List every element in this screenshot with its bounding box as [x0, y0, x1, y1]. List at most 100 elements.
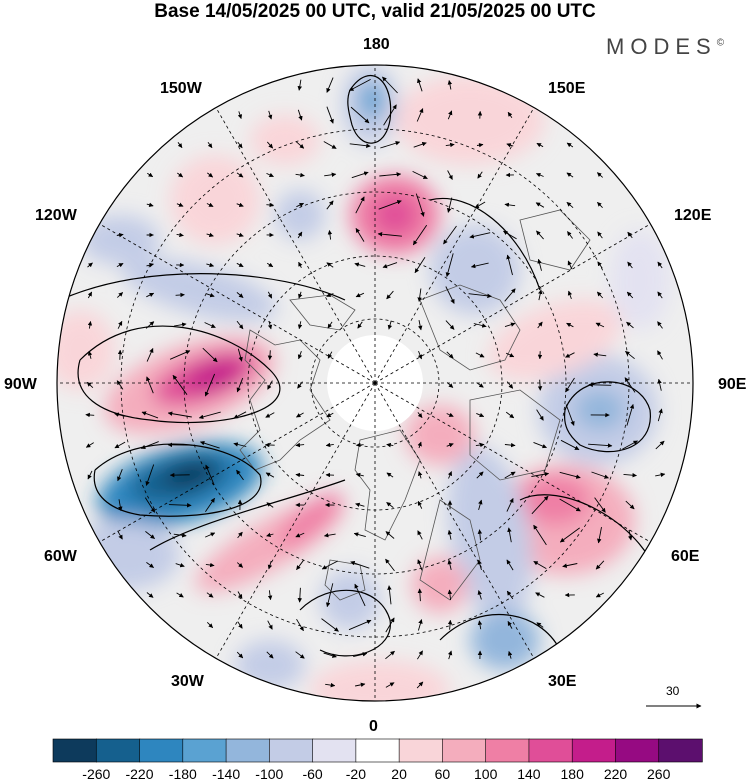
- lon-label-60e: 60E: [671, 548, 700, 565]
- wind-arrow: [473, 323, 487, 328]
- wind-arrow: [116, 232, 124, 238]
- wind-arrow: [207, 141, 213, 149]
- wind-arrow: [417, 650, 423, 660]
- anomaly-region: [488, 299, 622, 381]
- wind-arrow: [205, 497, 215, 512]
- wind-arrow: [535, 202, 545, 208]
- anomaly-region: [373, 195, 417, 235]
- wind-arrow: [267, 590, 273, 601]
- colorbar-swatch: [312, 738, 357, 763]
- wind-arrow: [236, 651, 244, 659]
- wind-arrow: [562, 563, 578, 568]
- anomaly-region: [275, 190, 325, 240]
- lon-label-120e: 120E: [674, 207, 712, 224]
- wind-arrow: [417, 559, 423, 571]
- anomaly-region: [170, 155, 260, 245]
- wind-arrow: [447, 589, 453, 601]
- wind-arrow: [476, 471, 484, 479]
- wind-arrow: [207, 172, 214, 178]
- wind-arrow: [382, 262, 398, 269]
- wind-arrow: [298, 261, 303, 269]
- wind-arrow: [141, 411, 159, 419]
- colorbar-tick-label: 20: [391, 766, 407, 782]
- wind-arrow: [387, 320, 393, 330]
- wind-arrow: [236, 320, 244, 330]
- wind-arrow: [116, 380, 124, 390]
- wind-arrow: [355, 442, 364, 448]
- wind-arrow: [353, 532, 366, 538]
- colorbar-tick-label: -140: [212, 766, 241, 782]
- wind-arrow: [354, 262, 366, 267]
- wind-arrow: [559, 471, 581, 479]
- wind-arrow: [385, 531, 395, 539]
- wind-arrow: [205, 292, 215, 298]
- wind-arrow: [447, 80, 453, 90]
- wind-arrow: [296, 618, 304, 632]
- colorbar-swatch: [52, 738, 97, 763]
- wind-arrow: [626, 291, 634, 299]
- wind-arrow: [531, 495, 549, 515]
- colorbar-swatch: [225, 738, 271, 763]
- wind-arrow: [657, 261, 663, 269]
- wind-arrow: [447, 471, 452, 479]
- meridian-line: [99, 382, 376, 543]
- wind-arrow: [204, 373, 216, 397]
- wind-arrow: [506, 559, 514, 571]
- wind-arrow: [588, 382, 612, 388]
- wind-arrow: [627, 231, 633, 239]
- wind-arrow: [205, 532, 216, 538]
- wind-arrow: [657, 291, 663, 299]
- wind-arrow: [507, 111, 513, 119]
- wind-arrow: [476, 412, 485, 418]
- anomaly-region: [80, 215, 160, 265]
- colorbar-tick-label: -220: [125, 766, 154, 782]
- wind-arrow: [87, 291, 93, 299]
- wind-arrow: [85, 442, 94, 448]
- anomaly-region: [520, 475, 590, 525]
- map-title: Base 14/05/2025 00 UTC, valid 21/05/2025…: [154, 1, 596, 22]
- wind-arrow: [507, 527, 512, 543]
- colorbar-tick-label: -100: [255, 766, 284, 782]
- wind-arrow: [295, 651, 305, 659]
- wind-arrow: [414, 257, 426, 274]
- wind-arrow: [566, 201, 574, 209]
- wind-arrow: [176, 232, 184, 238]
- wind-arrow: [475, 352, 485, 358]
- wind-arrow: [295, 472, 305, 478]
- contour-line: [439, 614, 561, 651]
- map-border: [56, 64, 694, 702]
- wind-arrow: [446, 382, 454, 388]
- wind-arrow: [506, 143, 514, 148]
- wind-arrow: [382, 76, 398, 94]
- wind-arrow: [625, 350, 635, 360]
- wind-arrow: [535, 172, 544, 178]
- wind-arrow: [145, 321, 155, 329]
- wind-arrow: [297, 381, 303, 389]
- wind-arrow: [146, 292, 155, 298]
- wind-arrow: [145, 464, 155, 486]
- wind-arrow: [321, 560, 339, 570]
- colorbar-swatch: [398, 738, 444, 763]
- wind-arrow: [296, 412, 304, 418]
- wind-arrow: [505, 411, 515, 419]
- wind-arrow: [593, 352, 607, 357]
- wind-arrow: [474, 201, 486, 209]
- wind-arrow: [506, 352, 515, 358]
- wind-arrow: [206, 592, 214, 598]
- colorbar-swatch: [528, 738, 573, 763]
- lon-label-30e: 30E: [548, 673, 577, 690]
- wind-arrow: [417, 320, 423, 331]
- lon-label-120w: 120W: [35, 207, 77, 224]
- meridian-line: [374, 382, 535, 659]
- wind-arrow: [412, 170, 428, 180]
- wind-arrow: [623, 472, 637, 478]
- wind-arrow: [504, 288, 516, 302]
- wind-arrow: [415, 193, 425, 217]
- wind-arrow: [507, 650, 513, 659]
- wind-arrow: [325, 682, 336, 688]
- wind-arrow: [538, 289, 543, 301]
- wind-arrow: [416, 108, 424, 122]
- wind-arrow: [169, 350, 191, 360]
- wind-arrow: [326, 77, 334, 93]
- wind-arrow: [468, 293, 492, 299]
